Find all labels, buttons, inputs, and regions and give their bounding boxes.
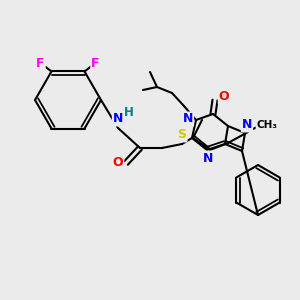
Text: N: N	[183, 112, 193, 125]
Text: CH₃: CH₃	[256, 120, 278, 130]
Text: N: N	[203, 152, 213, 164]
Text: N: N	[242, 118, 252, 131]
Text: O: O	[113, 157, 123, 169]
Text: O: O	[219, 91, 229, 103]
Text: H: H	[124, 106, 134, 119]
Text: F: F	[91, 57, 100, 70]
Text: S: S	[178, 128, 187, 142]
Text: F: F	[36, 57, 45, 70]
Text: N: N	[113, 112, 123, 125]
